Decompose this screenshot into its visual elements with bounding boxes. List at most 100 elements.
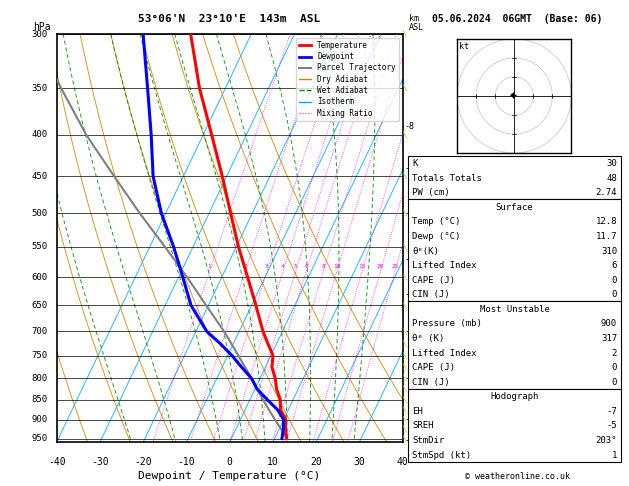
Text: -5: -5 <box>606 421 617 431</box>
Text: CIN (J): CIN (J) <box>412 290 450 299</box>
Text: -8: -8 <box>404 122 415 131</box>
Text: /: / <box>401 243 410 251</box>
Text: 600: 600 <box>32 273 48 282</box>
Text: -1: -1 <box>404 415 415 424</box>
Text: -20: -20 <box>134 456 152 467</box>
Text: θᵉ (K): θᵉ (K) <box>412 334 444 343</box>
Text: 350: 350 <box>32 84 48 93</box>
Text: 203°: 203° <box>596 436 617 445</box>
Text: 25: 25 <box>391 264 399 269</box>
Text: 850: 850 <box>32 395 48 404</box>
Text: 10: 10 <box>267 456 279 467</box>
Text: /: / <box>401 385 410 393</box>
Text: 500: 500 <box>32 209 48 218</box>
Text: 400: 400 <box>32 130 48 139</box>
Text: -3: -3 <box>404 327 415 336</box>
Text: 48: 48 <box>606 174 617 183</box>
Text: Most Unstable: Most Unstable <box>479 305 550 314</box>
Text: 0: 0 <box>611 276 617 285</box>
Text: Dewpoint / Temperature (°C): Dewpoint / Temperature (°C) <box>138 471 321 481</box>
Text: 2.74: 2.74 <box>596 188 617 197</box>
Text: StmDir: StmDir <box>412 436 444 445</box>
Text: km
ASL: km ASL <box>409 14 424 32</box>
Text: 310: 310 <box>601 246 617 256</box>
Text: -7: -7 <box>606 407 617 416</box>
Text: 2: 2 <box>243 264 247 269</box>
Text: 4: 4 <box>281 264 285 269</box>
Text: /: / <box>401 416 410 424</box>
Text: 0: 0 <box>611 378 617 387</box>
Text: CAPE (J): CAPE (J) <box>412 276 455 285</box>
Text: /: / <box>401 273 410 281</box>
Text: 900: 900 <box>601 319 617 329</box>
Text: 0: 0 <box>226 456 233 467</box>
Text: Dewp (°C): Dewp (°C) <box>412 232 460 241</box>
Text: 650: 650 <box>32 301 48 310</box>
Text: 550: 550 <box>32 242 48 251</box>
Text: -6: -6 <box>404 209 415 218</box>
Text: /: / <box>401 363 410 371</box>
Text: 900: 900 <box>32 415 48 424</box>
Text: /: / <box>401 405 410 414</box>
Text: /: / <box>401 301 410 310</box>
Text: -2: -2 <box>404 374 415 383</box>
Text: /: / <box>401 84 410 92</box>
Text: /: / <box>401 351 410 360</box>
Text: /: / <box>401 131 410 139</box>
Text: 950: 950 <box>32 434 48 443</box>
Text: -LCL: -LCL <box>404 436 425 445</box>
Text: 6: 6 <box>611 261 617 270</box>
Text: 2: 2 <box>611 348 617 358</box>
Text: 5: 5 <box>294 264 298 269</box>
Text: θᵉ(K): θᵉ(K) <box>412 246 439 256</box>
Text: 8: 8 <box>321 264 325 269</box>
Text: -40: -40 <box>48 456 65 467</box>
Text: Hodograph: Hodograph <box>491 392 538 401</box>
Text: 1: 1 <box>611 451 617 460</box>
Text: 450: 450 <box>32 172 48 181</box>
Text: Surface: Surface <box>496 203 533 212</box>
Text: /: / <box>401 434 410 443</box>
Text: 750: 750 <box>32 351 48 360</box>
Text: 53°06'N  23°10'E  143m  ASL: 53°06'N 23°10'E 143m ASL <box>138 14 321 24</box>
Text: 05.06.2024  06GMT  (Base: 06): 05.06.2024 06GMT (Base: 06) <box>432 14 603 24</box>
Text: hPa: hPa <box>33 21 50 32</box>
Text: CAPE (J): CAPE (J) <box>412 363 455 372</box>
Text: /: / <box>401 209 410 218</box>
Text: 0: 0 <box>611 363 617 372</box>
Text: kt: kt <box>459 42 469 52</box>
Text: PW (cm): PW (cm) <box>412 188 450 197</box>
Text: StmSpd (kt): StmSpd (kt) <box>412 451 471 460</box>
Text: © weatheronline.co.uk: © weatheronline.co.uk <box>465 472 570 481</box>
Text: 30: 30 <box>606 159 617 168</box>
Text: K: K <box>412 159 418 168</box>
Text: 12.8: 12.8 <box>596 217 617 226</box>
Text: /: / <box>401 30 410 38</box>
Text: 11.7: 11.7 <box>596 232 617 241</box>
Text: -10: -10 <box>177 456 195 467</box>
Text: 40: 40 <box>397 456 408 467</box>
Text: -4: -4 <box>404 290 415 299</box>
Text: Totals Totals: Totals Totals <box>412 174 482 183</box>
Text: 800: 800 <box>32 374 48 383</box>
Text: 1: 1 <box>208 264 211 269</box>
Text: SREH: SREH <box>412 421 433 431</box>
Text: 10: 10 <box>333 264 340 269</box>
Text: 700: 700 <box>32 327 48 336</box>
Text: 317: 317 <box>601 334 617 343</box>
Text: /: / <box>401 172 410 180</box>
Text: /: / <box>401 425 410 434</box>
Text: Temp (°C): Temp (°C) <box>412 217 460 226</box>
Text: Mixing Ratio (g/kg): Mixing Ratio (g/kg) <box>430 194 438 282</box>
Text: CIN (J): CIN (J) <box>412 378 450 387</box>
Text: 0: 0 <box>611 290 617 299</box>
Text: 30: 30 <box>353 456 365 467</box>
Text: EH: EH <box>412 407 423 416</box>
Legend: Temperature, Dewpoint, Parcel Trajectory, Dry Adiabat, Wet Adiabat, Isotherm, Mi: Temperature, Dewpoint, Parcel Trajectory… <box>296 38 399 121</box>
Text: -5: -5 <box>404 255 415 264</box>
Text: /: / <box>401 395 410 404</box>
Text: -7: -7 <box>404 164 415 173</box>
Text: 300: 300 <box>32 30 48 38</box>
Text: 20: 20 <box>377 264 384 269</box>
Text: /: / <box>401 340 410 348</box>
